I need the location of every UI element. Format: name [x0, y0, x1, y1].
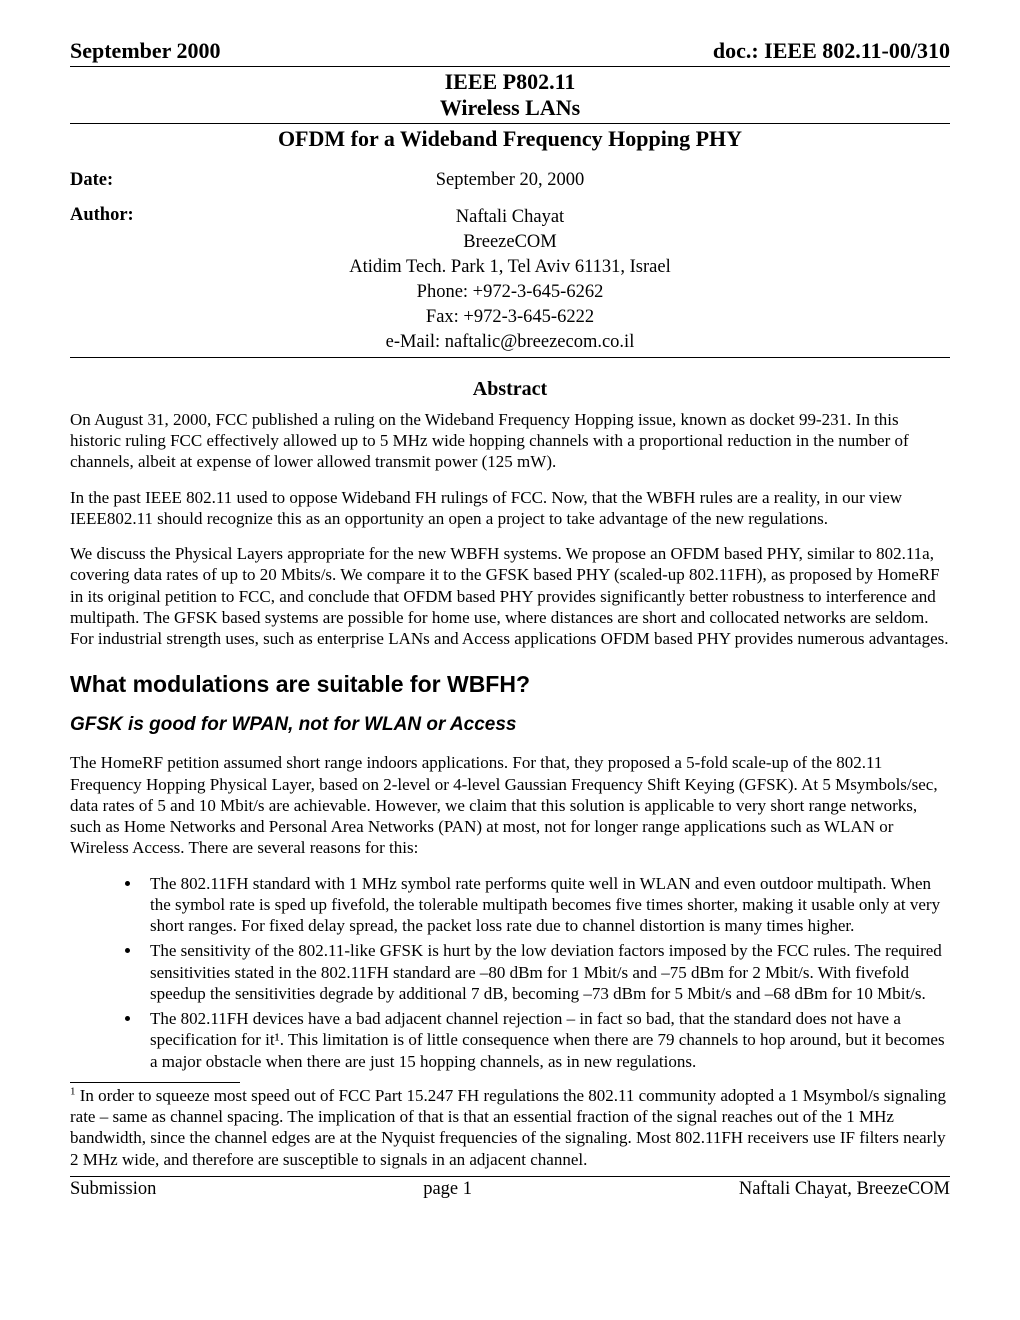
- list-item: The 802.11FH standard with 1 MHz symbol …: [142, 873, 950, 937]
- author-label: Author:: [70, 205, 290, 226]
- author-email: e-Mail: naftalic@breezecom.co.il: [70, 330, 950, 355]
- title-block: IEEE P802.11 Wireless LANs OFDM for a Wi…: [70, 69, 950, 152]
- section-intro: The HomeRF petition assumed short range …: [70, 752, 950, 858]
- paper-title: OFDM for a Wideband Frequency Hopping PH…: [70, 126, 950, 152]
- section-subheading: GFSK is good for WPAN, not for WLAN or A…: [70, 714, 950, 736]
- author-company: BreezeCOM: [70, 230, 950, 255]
- footer-right: Naftali Chayat, BreezeCOM: [739, 1179, 950, 1200]
- footnote-rule: [70, 1082, 240, 1083]
- title-standard: IEEE P802.11: [70, 69, 950, 95]
- title-subtitle: Wireless LANs: [70, 95, 950, 121]
- footer-center: page 1: [423, 1179, 472, 1200]
- date-value: September 20, 2000: [436, 170, 585, 190]
- header-left: September 2000: [70, 38, 221, 64]
- abstract-p3: We discuss the Physical Layers appropria…: [70, 543, 950, 649]
- page-header: September 2000 doc.: IEEE 802.11-00/310: [70, 38, 950, 67]
- list-item: The sensitivity of the 802.11-like GFSK …: [142, 940, 950, 1004]
- author-phone: Phone: +972-3-645-6262: [70, 280, 950, 305]
- footnote-text: In order to squeeze most speed out of FC…: [70, 1086, 946, 1169]
- footnote: 1 In order to squeeze most speed out of …: [70, 1085, 950, 1170]
- page-footer: Submission page 1 Naftali Chayat, Breeze…: [70, 1179, 950, 1200]
- abstract-p2: In the past IEEE 802.11 used to oppose W…: [70, 487, 950, 530]
- author-address: Atidim Tech. Park 1, Tel Aviv 61131, Isr…: [70, 255, 950, 280]
- author-fax: Fax: +972-3-645-6222: [70, 305, 950, 330]
- footer-left: Submission: [70, 1179, 156, 1200]
- bullet-list: The 802.11FH standard with 1 MHz symbol …: [70, 873, 950, 1072]
- abstract-p1: On August 31, 2000, FCC published a ruli…: [70, 409, 950, 473]
- header-right: doc.: IEEE 802.11-00/310: [713, 38, 950, 64]
- list-item: The 802.11FH devices have a bad adjacent…: [142, 1008, 950, 1072]
- footer-rule: [70, 1176, 950, 1177]
- author-block: Naftali Chayat BreezeCOM Atidim Tech. Pa…: [70, 205, 950, 358]
- title-rule: [70, 123, 950, 124]
- date-row: Date: September 20, 2000: [70, 170, 950, 191]
- abstract-heading: Abstract: [70, 378, 950, 401]
- section-heading: What modulations are suitable for WBFH?: [70, 671, 950, 698]
